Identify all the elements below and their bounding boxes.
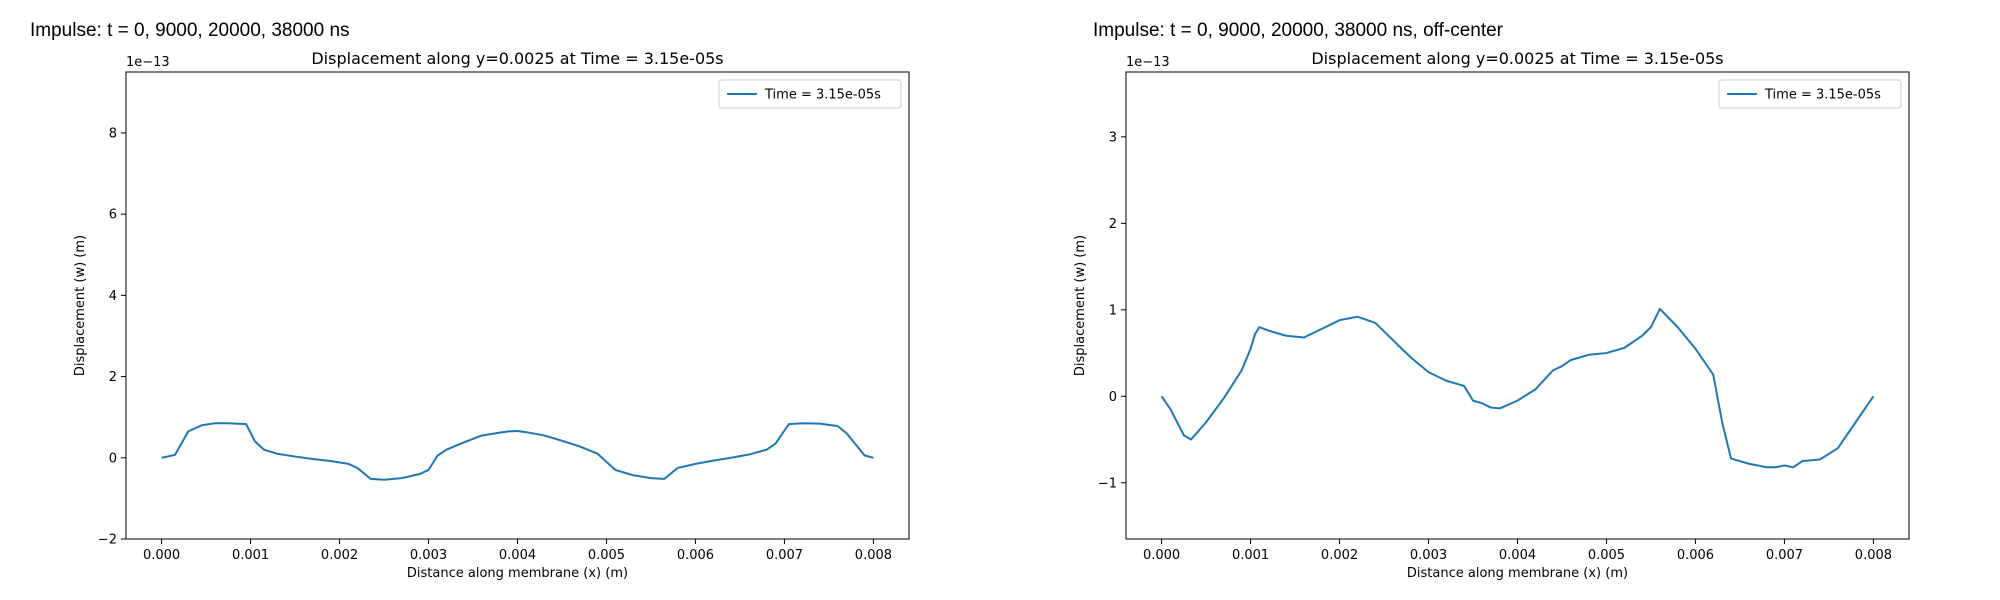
chart-panel-left: Impulse: t = 0, 9000, 20000, 38000 ns 0.…: [30, 20, 910, 581]
y-axis-label: Displacement (w) (m): [73, 235, 88, 376]
y-offset-label: 1e−13: [1126, 55, 1170, 70]
x-tick-label: 0.005: [588, 548, 625, 563]
y-tick-label: 3: [1109, 130, 1117, 145]
x-tick-label: 0.001: [1232, 548, 1269, 563]
y-tick-label: 0: [109, 451, 117, 466]
x-tick-label: 0.008: [855, 548, 892, 563]
x-tick-label: 0.006: [677, 548, 714, 563]
legend-box: [1718, 79, 1902, 109]
plot-frame: [1125, 71, 1910, 540]
x-tick-label: 0.002: [321, 548, 358, 563]
x-tick-label: 0.003: [1410, 548, 1447, 563]
legend-box: [718, 79, 902, 109]
x-tick-label: 0.007: [1766, 548, 1803, 563]
line-chart-right: 0.000 0.001 0.002 0.003 0.004 0.005 0.006 0.007…: [1073, 49, 1910, 581]
series-line: [161, 422, 874, 481]
y-tick-label: 6: [109, 208, 117, 223]
x-tick-label: 0.004: [1499, 548, 1536, 563]
legend-label: Time = 3.15e-05s: [764, 88, 881, 103]
plot-frame: [125, 71, 910, 540]
y-tick-label: 8: [109, 126, 117, 141]
x-tick-label: 0.001: [232, 548, 269, 563]
legend: Time = 3.15e-05s: [718, 79, 902, 109]
figure-suptitle-right: Impulse: t = 0, 9000, 20000, 38000 ns, o…: [1093, 20, 1504, 41]
x-axis-label: Distance along membrane (x) (m): [407, 566, 628, 581]
legend: Time = 3.15e-05s: [1718, 79, 1902, 109]
series-line: [1160, 307, 1875, 469]
x-tick-label: 0.002: [1321, 548, 1358, 563]
x-tick-label: 0.003: [410, 548, 447, 563]
x-tick-label: 0.000: [143, 548, 180, 563]
x-tick-label: 0.005: [1588, 548, 1625, 563]
x-axis-label: Distance along membrane (x) (m): [1407, 566, 1628, 581]
x-tick-label: 0.000: [1143, 548, 1180, 563]
y-tick-label: 0: [1109, 390, 1117, 405]
x-tick-label: 0.006: [1677, 548, 1714, 563]
y-tick-label: 4: [109, 289, 117, 304]
y-tick-label: 1: [1109, 303, 1117, 318]
x-tick-label: 0.004: [499, 548, 536, 563]
chart-title: Displacement along y=0.0025 at Time = 3.…: [1311, 49, 1723, 68]
y-tick-label: 2: [109, 370, 117, 385]
x-tick-label: 0.008: [1855, 548, 1892, 563]
figure-suptitle-left: Impulse: t = 0, 9000, 20000, 38000 ns: [30, 20, 350, 41]
y-offset-label: 1e−13: [126, 55, 170, 70]
x-tick-label: 0.007: [766, 548, 803, 563]
y-tick-label: 2: [1109, 217, 1117, 232]
y-tick-label: −2: [98, 533, 117, 548]
y-axis-label: Displacement (w) (m): [1073, 235, 1088, 376]
y-tick-label: −1: [1098, 476, 1117, 491]
chart-title: Displacement along y=0.0025 at Time = 3.…: [311, 49, 723, 68]
line-chart-left: 0.000 0.001 0.002 0.003 0.004 0.005 0.006 0.007…: [73, 49, 910, 581]
chart-panel-right: Impulse: t = 0, 9000, 20000, 38000 ns, o…: [1000, 0, 2000, 600]
legend-label: Time = 3.15e-05s: [1764, 88, 1881, 103]
